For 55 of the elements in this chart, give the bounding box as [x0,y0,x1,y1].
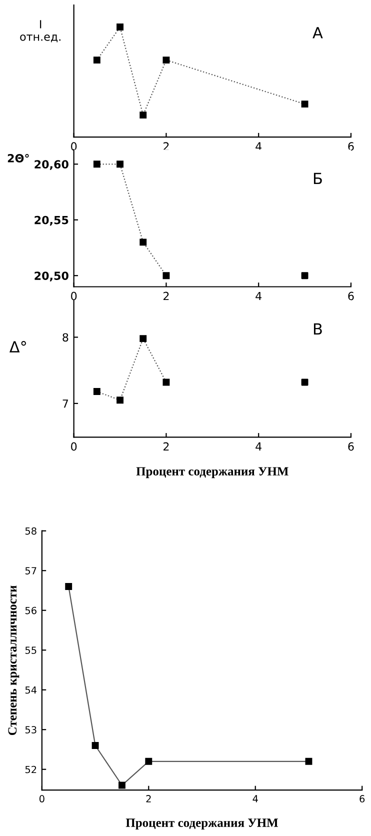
x-tick-label: 0 [71,292,77,300]
point [162,378,170,386]
y-tick-label: 53 [25,726,36,734]
point [301,378,308,386]
y-axis-title: I отн.ед. [20,20,60,42]
y-axis-title: Степень кристалличности [8,586,20,736]
y-tick-label: 20,60 [34,160,68,170]
point [305,758,312,765]
y-tick-label: 56 [25,606,36,614]
x-tick-label: 4 [256,442,262,451]
point [93,160,100,168]
y-tick-label: 57 [25,567,36,574]
y-tick-label: 20,50 [34,272,68,282]
x-tick-label: 6 [348,142,354,151]
x-tick-label: 4 [252,795,258,802]
x-tick-label: 2 [163,292,169,300]
y-tick-label: 55 [25,646,36,654]
point [118,782,126,789]
point [145,758,152,765]
point [93,388,100,395]
x-tick-label: 0 [71,442,77,451]
point [140,335,147,342]
x-tick-label: 2 [163,442,169,451]
y-tick-label: 7 [62,400,68,408]
point [301,100,308,108]
annotation: А [312,27,323,38]
x-tick-label: 6 [348,292,354,300]
point [140,238,147,246]
x-tick-label: 0 [39,795,44,802]
point [140,112,147,119]
x-axis-title: Процент содержания УНМ [126,818,278,830]
point [65,583,72,590]
point [92,742,99,749]
point [116,160,124,168]
x-tick-label: 2 [146,795,151,802]
point [93,56,100,64]
y-axis-title: 2Θ° [8,154,29,162]
point [116,396,124,404]
point [301,272,308,280]
annotation: В [314,323,322,335]
x-tick-label: 4 [256,142,262,150]
x-tick-label: 4 [256,292,262,300]
y-tick-label: 52 [25,766,36,774]
x-tick-label: 6 [348,442,354,451]
annotation: Б [314,172,322,184]
x-axis-title: Процент содержания УНМ [136,467,288,478]
y-tick-label: 8 [62,333,68,342]
x-tick-label: 6 [360,795,365,802]
y-tick-label: 58 [25,527,36,535]
y-tick-label: 20,55 [34,216,68,226]
y-axis-title: Δ° [9,340,26,352]
point [162,56,170,64]
y-tick-label: 54 [25,686,37,694]
point [162,272,170,280]
point [116,24,124,31]
